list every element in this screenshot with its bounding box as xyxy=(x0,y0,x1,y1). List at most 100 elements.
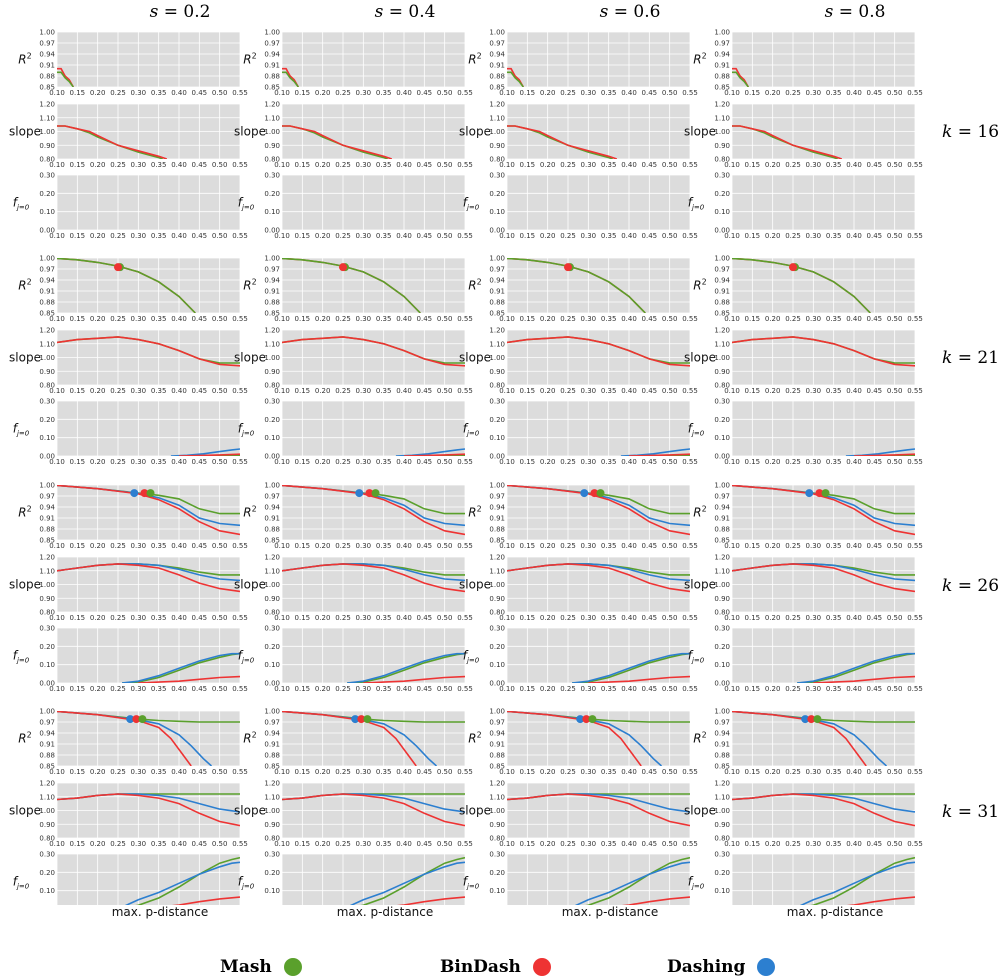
y-tick-label: 0.20 xyxy=(489,190,505,198)
x-tick-label: 0.40 xyxy=(846,542,862,550)
y-tick-label: 0.90 xyxy=(264,821,280,829)
y-tick-label: 1.00 xyxy=(39,482,55,490)
y-axis-label: R2 xyxy=(693,52,706,67)
x-tick-label: 0.20 xyxy=(315,614,331,622)
x-tick-label: 0.35 xyxy=(151,542,167,550)
y-tick-label: 0.94 xyxy=(39,51,55,59)
x-tick-label: 0.55 xyxy=(457,542,473,550)
y-axis-label: R2 xyxy=(243,278,256,293)
x-tick-label: 0.35 xyxy=(601,232,617,240)
x-tick-label: 0.55 xyxy=(682,315,698,323)
y-tick-label: 0.20 xyxy=(39,869,55,877)
y-tick-label: 0.10 xyxy=(39,887,55,895)
x-tick-label: 0.15 xyxy=(520,232,536,240)
y-axis-label: slope xyxy=(234,578,266,592)
x-tick-label: 0.50 xyxy=(437,685,453,693)
x-tick-label: 0.35 xyxy=(151,161,167,169)
x-tick-label: 0.40 xyxy=(846,458,862,466)
x-tick-label: 0.15 xyxy=(70,614,86,622)
y-tick-label: 1.20 xyxy=(714,780,730,788)
x-tick-label: 0.30 xyxy=(356,458,372,466)
series-line-mash xyxy=(572,652,690,683)
y-tick-label: 0.85 xyxy=(489,763,505,771)
x-tick-label: 0.35 xyxy=(151,315,167,323)
x-tick-label: 0.25 xyxy=(335,458,351,466)
x-tick-label: 0.15 xyxy=(70,89,86,97)
x-tick-label: 0.20 xyxy=(540,768,556,776)
x-tick-label: 0.35 xyxy=(151,614,167,622)
series-line-bindash xyxy=(138,675,240,683)
panel-k26-r2-s0.8: 0.85 0.88 0.91 0.94 0.97 1.00 0.10 0.15 0.20 0.25… xyxy=(693,482,923,551)
panel-k31-r2-s0.6: 0.85 0.88 0.91 0.94 0.97 1.00 0.10 0.15 0.20 0.25… xyxy=(468,708,698,777)
x-tick-label: 0.35 xyxy=(376,840,392,848)
x-tick-label: 0.45 xyxy=(867,315,883,323)
y-tick-label: 0.94 xyxy=(39,277,55,285)
y-tick-label: 0.80 xyxy=(39,156,55,164)
x-tick-label: 0.30 xyxy=(581,161,597,169)
panel-background xyxy=(282,258,465,313)
x-tick-label: 0.40 xyxy=(396,89,412,97)
panel-background xyxy=(282,175,465,230)
y-tick-label: 0.90 xyxy=(714,142,730,150)
x-tick-label: 0.25 xyxy=(560,161,576,169)
x-tick-label: 0.55 xyxy=(682,232,698,240)
x-tick-label: 0.30 xyxy=(131,614,147,622)
x-tick-label: 0.55 xyxy=(907,315,923,323)
y-tick-label: 0.88 xyxy=(39,526,55,534)
x-tick-label: 0.20 xyxy=(540,161,556,169)
x-tick-label: 0.55 xyxy=(682,542,698,550)
x-tick-label: 0.30 xyxy=(581,387,597,395)
x-tick-label: 0.20 xyxy=(315,161,331,169)
x-tick-label: 0.20 xyxy=(540,387,556,395)
y-tick-label: 0.10 xyxy=(714,208,730,216)
x-tick-label: 0.40 xyxy=(396,542,412,550)
x-tick-label: 0.10 xyxy=(274,614,290,622)
panel-k31-r2-s0.8: 0.85 0.88 0.91 0.94 0.97 1.00 0.10 0.15 0.20 0.25… xyxy=(693,708,923,777)
y-tick-label: 0.85 xyxy=(264,763,280,771)
series-line-bindash xyxy=(732,125,843,159)
y-tick-label: 1.10 xyxy=(714,567,730,575)
y-axis-label: fj=0 xyxy=(463,649,480,665)
x-tick-label: 0.10 xyxy=(499,161,515,169)
x-tick-label: 0.50 xyxy=(887,232,903,240)
y-tick-label: 0.88 xyxy=(714,752,730,760)
y-tick-label: 0.80 xyxy=(714,156,730,164)
y-axis-label: slope xyxy=(459,125,491,139)
panel-k16-slope-s0.6: 0.80 0.90 1.00 1.10 1.20 0.10 0.15 0.20 0.25 0.30… xyxy=(459,101,698,170)
y-axis-label: fj=0 xyxy=(13,649,30,665)
x-tick-label: 0.45 xyxy=(867,89,883,97)
x-tick-label: 0.10 xyxy=(724,458,740,466)
y-tick-label: 1.20 xyxy=(714,327,730,335)
x-tick-label: 0.55 xyxy=(682,614,698,622)
x-tick-label: 0.45 xyxy=(192,387,208,395)
legend-label-bindash: BinDash xyxy=(440,957,521,977)
x-tick-label: 0.20 xyxy=(765,232,781,240)
panel-k31-fj0-s0.2: 0.000.100.200.300.100.150.200.250.300.35… xyxy=(13,851,241,905)
y-tick-label: 1.00 xyxy=(714,807,730,815)
row-label-k26: k = 26 xyxy=(942,576,1000,596)
x-tick-label: 0.25 xyxy=(110,840,126,848)
y-tick-label: 0.20 xyxy=(264,643,280,651)
y-tick-label: 0.88 xyxy=(714,73,730,81)
x-tick-label: 0.25 xyxy=(110,232,126,240)
y-tick-label: 0.85 xyxy=(489,537,505,545)
x-tick-label: 0.20 xyxy=(765,768,781,776)
y-tick-label: 1.00 xyxy=(39,29,55,37)
x-tick-label: 0.55 xyxy=(232,542,248,550)
x-tick-label: 0.50 xyxy=(212,387,228,395)
y-tick-label: 0.97 xyxy=(489,493,505,501)
x-tick-label: 0.15 xyxy=(520,685,536,693)
column-title-2: s = 0.6 xyxy=(599,2,661,22)
x-tick-label: 0.25 xyxy=(335,685,351,693)
y-tick-label: 0.88 xyxy=(714,526,730,534)
y-tick-label: 0.97 xyxy=(714,40,730,48)
x-tick-label: 0.50 xyxy=(662,768,678,776)
y-tick-label: 1.00 xyxy=(264,128,280,136)
x-tick-label: 0.45 xyxy=(642,458,658,466)
x-tick-label: 0.30 xyxy=(806,542,822,550)
legend-dot-mash xyxy=(283,958,302,976)
panel-k16-fj0-s0.4: 0.000.100.200.300.10 0.15 0.20 0.25 0.30 0.35… xyxy=(238,172,473,241)
y-tick-label: 0.85 xyxy=(39,763,55,771)
y-tick-label: 1.00 xyxy=(264,581,280,589)
x-tick-label: 0.30 xyxy=(131,315,147,323)
